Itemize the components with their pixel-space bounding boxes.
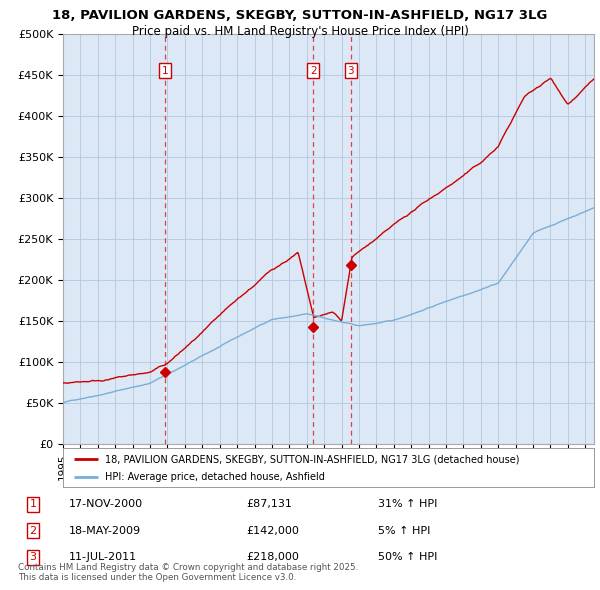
Text: 18, PAVILION GARDENS, SKEGBY, SUTTON-IN-ASHFIELD, NG17 3LG (detached house): 18, PAVILION GARDENS, SKEGBY, SUTTON-IN-… bbox=[106, 454, 520, 464]
Text: 2: 2 bbox=[310, 65, 317, 76]
Text: £218,000: £218,000 bbox=[246, 552, 299, 562]
Text: 2: 2 bbox=[29, 526, 37, 536]
Text: 17-NOV-2000: 17-NOV-2000 bbox=[69, 499, 143, 509]
Text: 18-MAY-2009: 18-MAY-2009 bbox=[69, 526, 141, 536]
Text: 1: 1 bbox=[29, 499, 37, 509]
Text: 11-JUL-2011: 11-JUL-2011 bbox=[69, 552, 137, 562]
Text: £142,000: £142,000 bbox=[246, 526, 299, 536]
Text: £87,131: £87,131 bbox=[246, 499, 292, 509]
Text: 50% ↑ HPI: 50% ↑ HPI bbox=[378, 552, 437, 562]
Text: 31% ↑ HPI: 31% ↑ HPI bbox=[378, 499, 437, 509]
Text: 18, PAVILION GARDENS, SKEGBY, SUTTON-IN-ASHFIELD, NG17 3LG: 18, PAVILION GARDENS, SKEGBY, SUTTON-IN-… bbox=[52, 9, 548, 22]
Text: 3: 3 bbox=[347, 65, 354, 76]
Text: 3: 3 bbox=[29, 552, 37, 562]
Text: Contains HM Land Registry data © Crown copyright and database right 2025.
This d: Contains HM Land Registry data © Crown c… bbox=[18, 563, 358, 582]
Text: 1: 1 bbox=[162, 65, 169, 76]
Text: 5% ↑ HPI: 5% ↑ HPI bbox=[378, 526, 430, 536]
Text: HPI: Average price, detached house, Ashfield: HPI: Average price, detached house, Ashf… bbox=[106, 472, 325, 482]
Text: Price paid vs. HM Land Registry's House Price Index (HPI): Price paid vs. HM Land Registry's House … bbox=[131, 25, 469, 38]
